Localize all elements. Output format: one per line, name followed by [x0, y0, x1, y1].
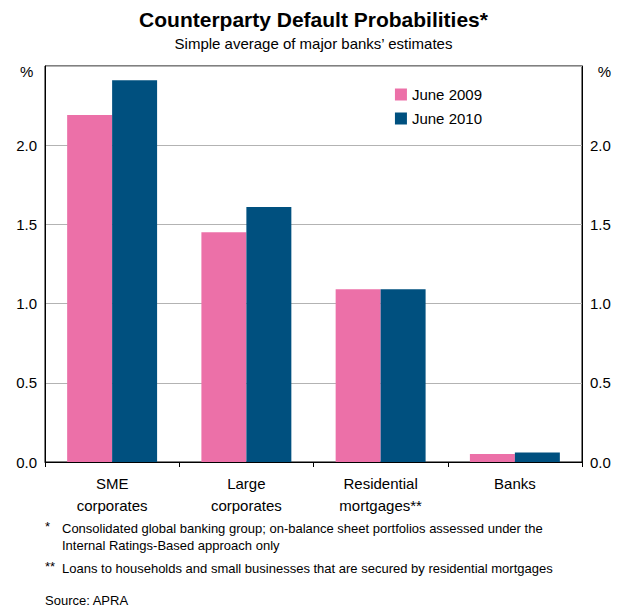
svg-text:1.5: 1.5	[590, 216, 611, 233]
svg-text:0.0: 0.0	[590, 454, 611, 471]
svg-text:0.5: 0.5	[16, 374, 37, 391]
svg-text:June 2010: June 2010	[412, 110, 482, 127]
svg-text:0.0: 0.0	[16, 454, 37, 471]
svg-text:*: *	[45, 519, 50, 534]
svg-text:2.0: 2.0	[590, 137, 611, 154]
svg-text:1.5: 1.5	[16, 216, 37, 233]
svg-text:%: %	[598, 63, 611, 80]
svg-text:mortgages**: mortgages**	[339, 497, 422, 514]
svg-text:2.0: 2.0	[16, 137, 37, 154]
svg-text:June 2009: June 2009	[412, 86, 482, 103]
svg-text:Counterparty Default Probabili: Counterparty Default Probabilities*	[139, 8, 489, 31]
svg-text:SME: SME	[96, 475, 129, 492]
svg-text:%: %	[20, 63, 33, 80]
svg-text:Residential: Residential	[344, 475, 418, 492]
svg-text:Consolidated global banking gr: Consolidated global banking group; on-ba…	[62, 521, 546, 536]
svg-text:Simple average of major banks’: Simple average of major banks’ estimates	[175, 35, 453, 52]
svg-text:**: **	[45, 559, 55, 574]
svg-text:Internal Ratings-Based approac: Internal Ratings-Based approach only	[62, 538, 280, 553]
svg-text:Banks: Banks	[494, 475, 536, 492]
svg-text:1.0: 1.0	[16, 295, 37, 312]
svg-text:Loans to households and small: Loans to households and small businesses…	[62, 561, 553, 576]
svg-text:Large: Large	[227, 475, 265, 492]
svg-text:0.5: 0.5	[590, 374, 611, 391]
svg-text:corporates: corporates	[77, 497, 148, 514]
svg-text:1.0: 1.0	[590, 295, 611, 312]
svg-text:Source: APRA: Source: APRA	[45, 593, 128, 608]
svg-text:corporates: corporates	[211, 497, 282, 514]
